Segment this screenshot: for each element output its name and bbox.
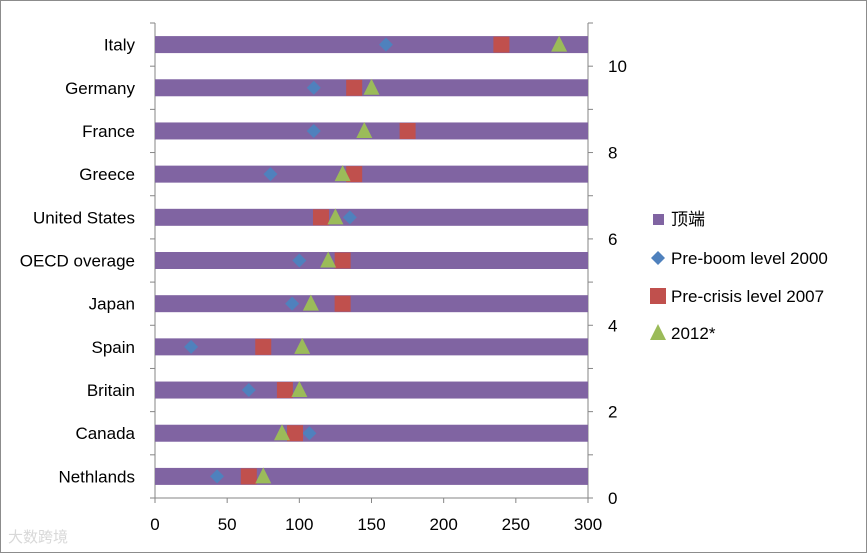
category-label: Britain	[87, 381, 135, 400]
x-tick-label: 150	[357, 515, 385, 534]
point-square	[287, 425, 304, 442]
point-square	[334, 252, 351, 269]
legend-label: 2012*	[671, 324, 716, 343]
legend-label: Pre-crisis level 2007	[671, 287, 824, 306]
point-diamond	[285, 296, 300, 311]
point-square	[399, 122, 416, 139]
legend-marker-triangle	[650, 324, 666, 340]
category-label: Japan	[89, 295, 135, 314]
watermark-logo: 大数跨境	[8, 526, 68, 547]
category-label: Germany	[65, 79, 135, 98]
bar-canada	[155, 424, 588, 442]
point-square	[346, 79, 363, 96]
point-diamond	[210, 469, 225, 484]
category-label: Greece	[79, 165, 135, 184]
point-triangle	[320, 251, 337, 268]
legend-marker-diamond	[651, 251, 665, 265]
category-label: Spain	[92, 338, 135, 357]
bar-greece	[155, 165, 588, 183]
point-triangle	[302, 294, 319, 311]
category-label: United States	[33, 208, 135, 227]
bar-france	[155, 122, 588, 140]
point-triangle	[274, 424, 291, 441]
watermark-text: 大数跨境	[8, 528, 69, 546]
point-square	[346, 166, 363, 183]
category-label: Canada	[75, 424, 135, 443]
point-diamond	[378, 37, 393, 52]
point-triangle	[334, 165, 351, 182]
legend-label: Pre-boom level 2000	[671, 249, 828, 268]
legend-label: 顶端	[671, 210, 705, 229]
point-diamond	[306, 80, 321, 95]
point-square	[312, 209, 329, 226]
point-triangle	[291, 381, 308, 398]
point-diamond	[306, 123, 321, 138]
category-label: Italy	[104, 36, 136, 55]
bar-oecd-overage	[155, 252, 588, 269]
point-square	[255, 338, 272, 355]
point-triangle	[551, 35, 568, 52]
bar-united-states	[155, 208, 588, 226]
x-tick-label: 200	[429, 515, 457, 534]
point-diamond	[184, 339, 199, 354]
point-triangle	[255, 467, 272, 484]
y2-tick-label: 4	[608, 316, 617, 335]
point-square	[240, 468, 257, 485]
point-diamond	[342, 210, 357, 225]
bar-italy	[155, 36, 588, 54]
category-label: France	[82, 122, 135, 141]
y2-tick-label: 10	[608, 57, 627, 76]
point-diamond	[292, 253, 307, 268]
x-tick-label: 0	[150, 515, 159, 534]
bar-britain	[155, 381, 588, 399]
point-triangle	[363, 78, 380, 95]
x-tick-label: 300	[574, 515, 602, 534]
category-label: OECD overage	[20, 252, 135, 271]
x-tick-label: 100	[285, 515, 313, 534]
y2-tick-label: 8	[608, 144, 617, 163]
legend-marker-bar	[653, 214, 664, 225]
point-square	[493, 36, 510, 53]
point-diamond	[263, 167, 278, 182]
x-tick-label: 50	[218, 515, 237, 534]
bar-spain	[155, 338, 588, 356]
point-triangle	[356, 121, 373, 138]
y2-tick-label: 2	[608, 403, 617, 422]
category-label: Nethlands	[58, 467, 135, 486]
legend-marker-square	[650, 288, 666, 304]
point-square	[276, 382, 293, 399]
point-diamond	[241, 383, 256, 398]
y2-tick-label: 6	[608, 230, 617, 249]
x-tick-label: 250	[502, 515, 530, 534]
point-square	[334, 295, 351, 312]
point-diamond	[302, 426, 317, 441]
y2-tick-label: 0	[608, 489, 617, 508]
point-triangle	[294, 337, 311, 354]
bar-japan	[155, 295, 588, 313]
point-triangle	[327, 208, 344, 225]
